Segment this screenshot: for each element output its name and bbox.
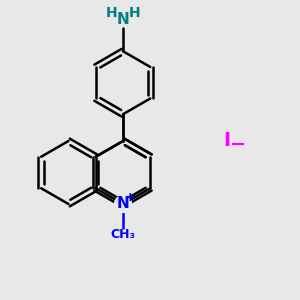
Text: I: I (223, 131, 230, 151)
Text: H: H (129, 6, 140, 20)
Text: H: H (106, 6, 117, 20)
Text: N: N (117, 12, 129, 27)
Text: N: N (117, 196, 129, 211)
Text: −: − (230, 134, 247, 154)
Circle shape (115, 196, 131, 212)
Text: +: + (124, 191, 135, 204)
Text: CH₃: CH₃ (110, 228, 136, 241)
